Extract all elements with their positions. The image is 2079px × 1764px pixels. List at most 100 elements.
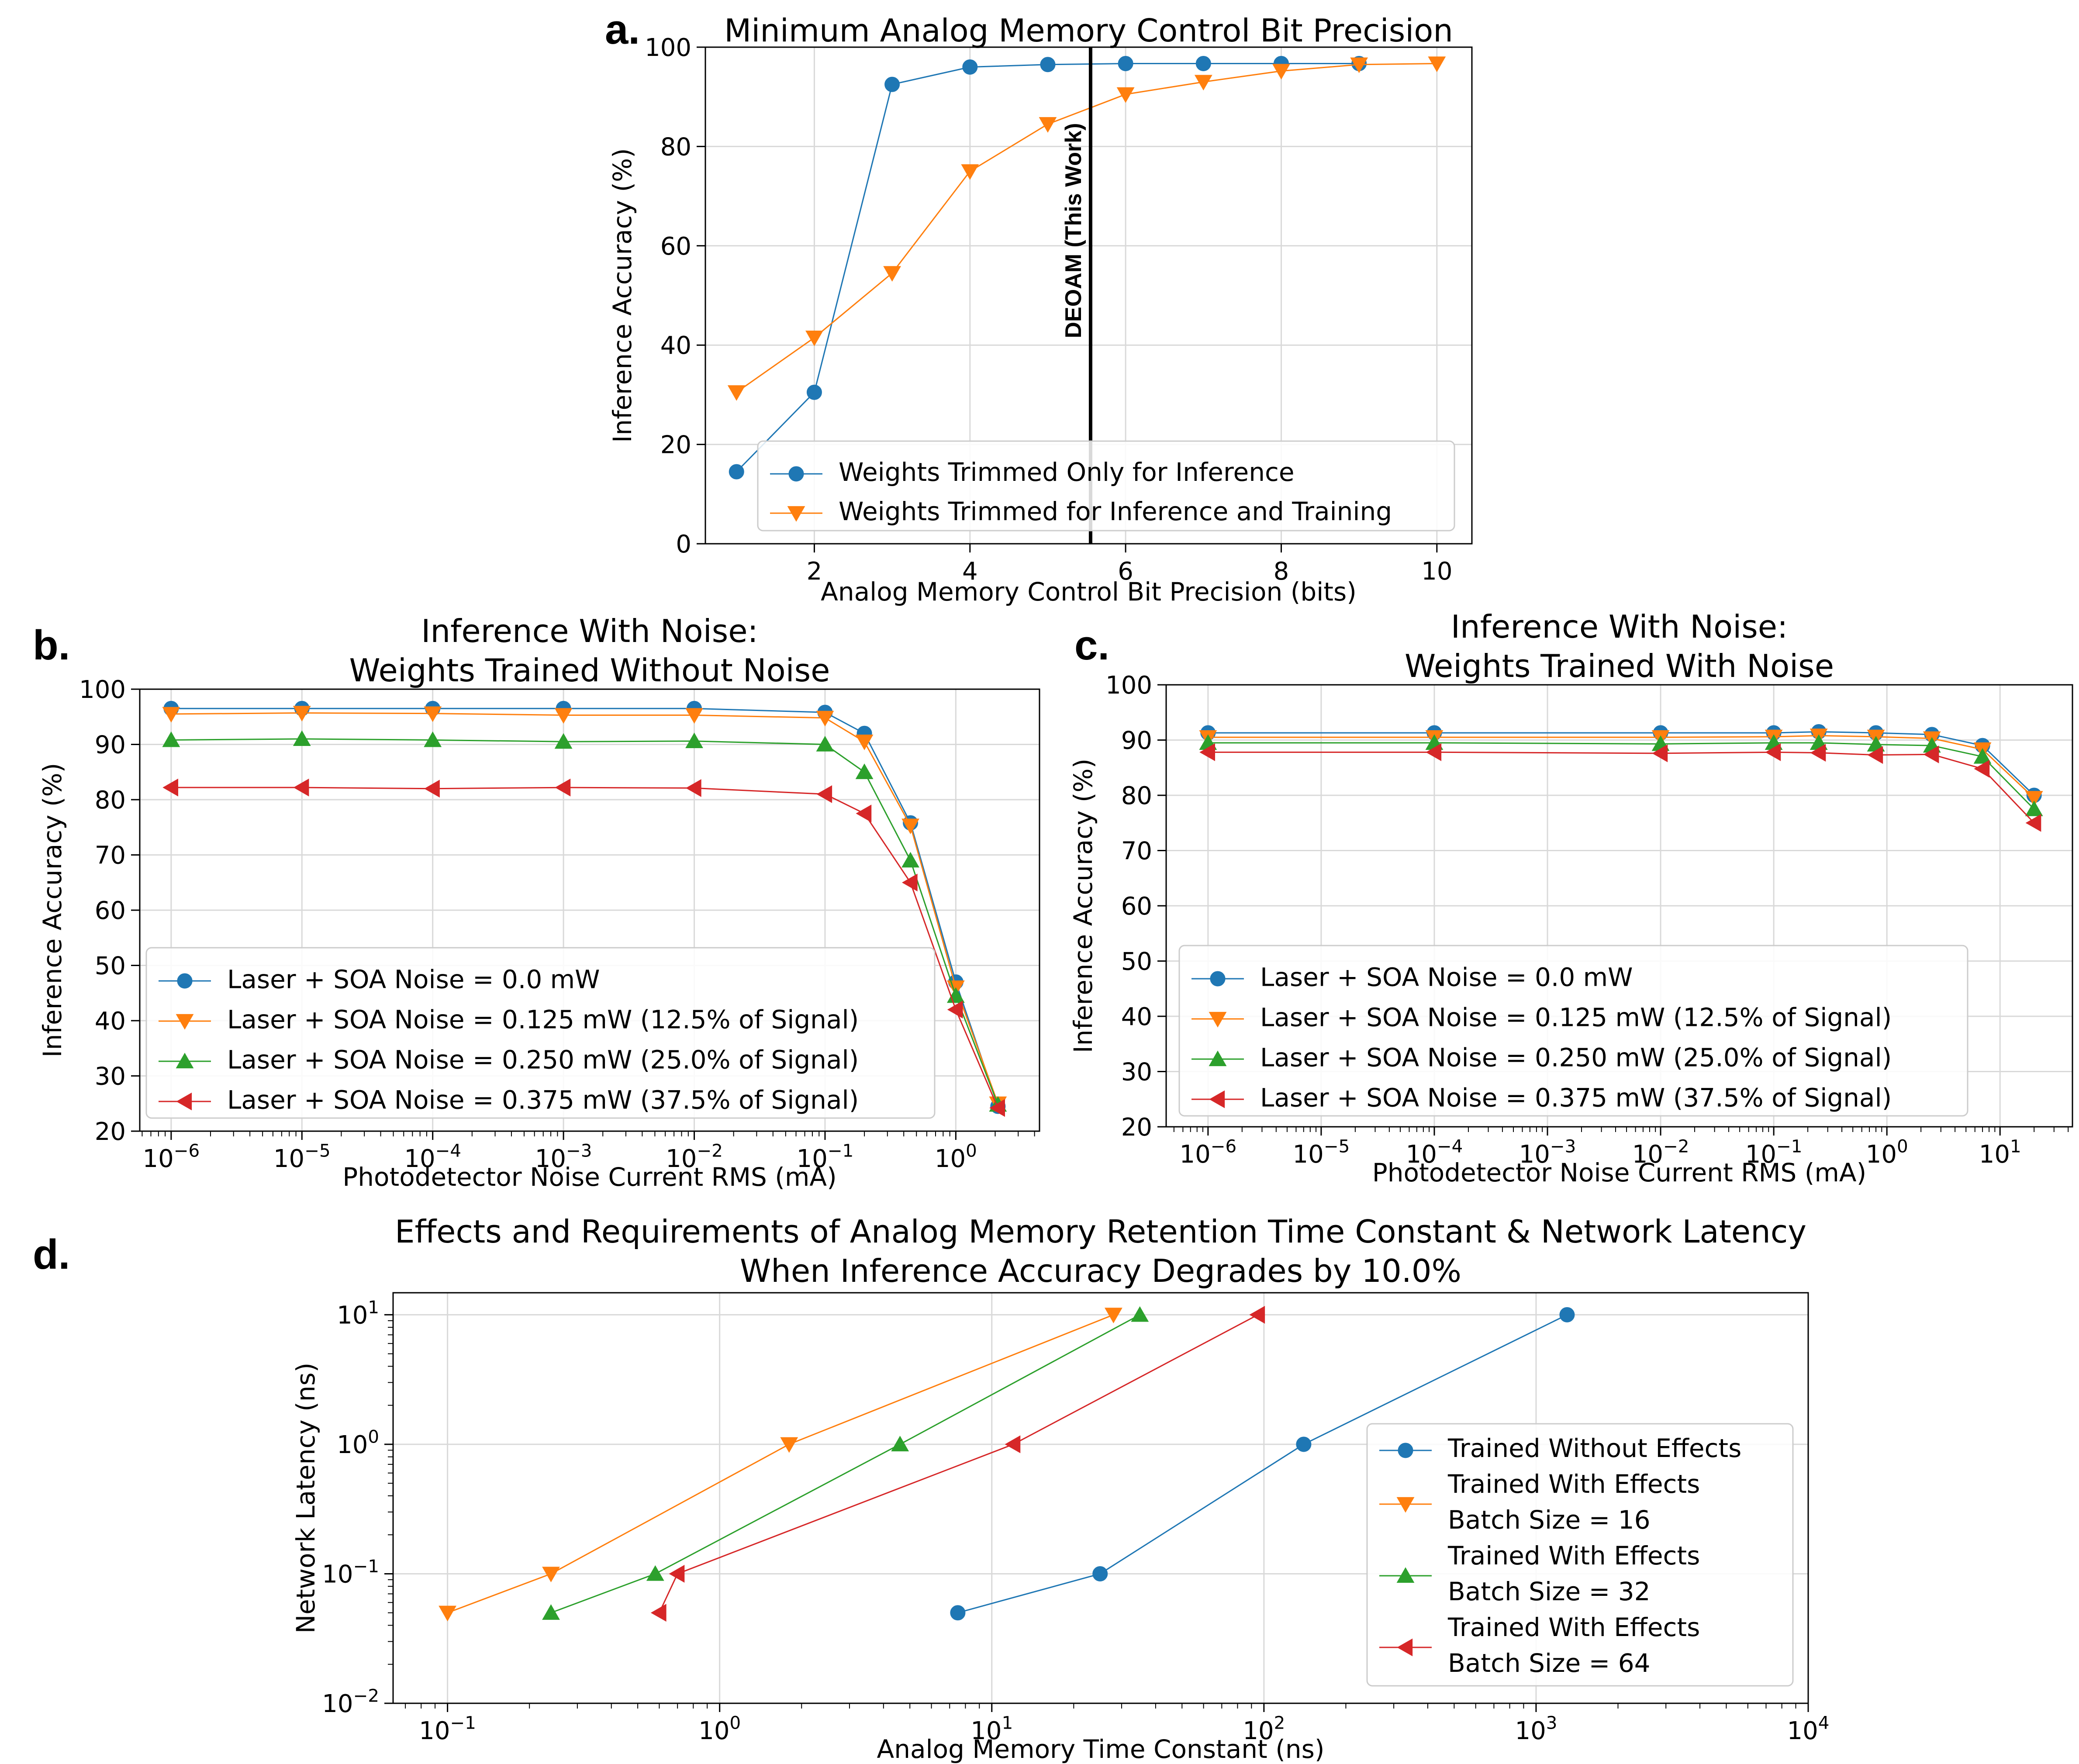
x-axis-label: Photodetector Noise Current RMS (mA) bbox=[342, 1162, 836, 1192]
data-point-red bbox=[1810, 744, 1826, 762]
data-point-green bbox=[891, 1436, 909, 1452]
x-tick-label: 10−5 bbox=[1293, 1136, 1350, 1169]
data-point-orange bbox=[542, 1567, 560, 1583]
y-tick-label: 40 bbox=[660, 331, 691, 360]
data-point-red bbox=[856, 804, 872, 823]
this-work-label: DEOAM (This Work) bbox=[1061, 123, 1086, 338]
legend-marker-orange bbox=[1396, 1497, 1415, 1513]
data-point-blue bbox=[1092, 1566, 1108, 1581]
data-point-green bbox=[2025, 801, 2043, 816]
legend-box bbox=[145, 947, 936, 1119]
y-tick-label: 80 bbox=[660, 133, 691, 161]
data-point-red bbox=[1923, 745, 1939, 763]
legend: Laser + SOA Noise = 0.0 mW Laser + SOA No… bbox=[1178, 945, 1968, 1117]
y-tick-label: 100 bbox=[645, 34, 691, 62]
legend: Laser + SOA Noise = 0.0 mW Laser + SOA No… bbox=[145, 947, 936, 1119]
data-point-green bbox=[946, 987, 965, 1003]
legend-label: Batch Size = 64 bbox=[1448, 1648, 1651, 1678]
x-tick-label: 6 bbox=[1118, 557, 1133, 586]
data-point-orange bbox=[1039, 117, 1057, 133]
data-point-red bbox=[1974, 759, 1990, 778]
legend-label: Laser + SOA Noise = 0.0 mW bbox=[1260, 963, 1633, 992]
legend-marker-blue bbox=[1398, 1443, 1413, 1458]
chart-title: Weights Trained Without Noise bbox=[349, 652, 830, 689]
x-tick-label: 100 bbox=[698, 1712, 741, 1745]
x-tick-label: 8 bbox=[1274, 557, 1289, 586]
y-tick-label: 50 bbox=[1121, 948, 1152, 976]
legend-marker-blue bbox=[1210, 971, 1226, 987]
data-point-orange bbox=[2025, 791, 2043, 807]
data-point-blue bbox=[1040, 57, 1056, 72]
legend-label: Trained With Effects bbox=[1447, 1612, 1700, 1642]
data-point-red bbox=[293, 778, 309, 797]
x-tick-label: 10−3 bbox=[1519, 1136, 1576, 1169]
data-point-red bbox=[1249, 1305, 1265, 1324]
series-line-red bbox=[171, 787, 999, 1108]
y-tick-label: 100 bbox=[79, 676, 126, 704]
series-line-blue bbox=[957, 1314, 1568, 1614]
data-point-green bbox=[1973, 748, 1992, 764]
data-point-orange bbox=[901, 818, 919, 835]
data-point-green bbox=[901, 852, 919, 868]
x-tick-label: 10−5 bbox=[273, 1140, 331, 1173]
data-point-orange bbox=[1428, 56, 1446, 72]
legend-label: Laser + SOA Noise = 0.0 mW bbox=[227, 965, 600, 994]
x-tick-label: 10−1 bbox=[797, 1140, 854, 1173]
x-tick-label: 4 bbox=[962, 557, 978, 586]
data-point-blue bbox=[1118, 56, 1133, 72]
data-point-red bbox=[989, 1099, 1005, 1117]
y-tick-label: 20 bbox=[660, 431, 691, 459]
legend-marker-blue bbox=[177, 973, 193, 989]
data-point-green bbox=[685, 732, 703, 749]
series-line-orange bbox=[171, 712, 999, 1104]
chart-title: Inference With Noise: bbox=[1451, 608, 1788, 645]
y-tick-label: 80 bbox=[95, 786, 126, 815]
data-point-orange bbox=[855, 735, 874, 750]
legend-marker-orange bbox=[787, 506, 805, 522]
data-point-orange bbox=[727, 385, 746, 401]
x-tick-label: 103 bbox=[1515, 1712, 1557, 1745]
panel-letter: a. bbox=[605, 6, 640, 53]
legend-label: Batch Size = 32 bbox=[1448, 1577, 1651, 1606]
series-layer bbox=[162, 701, 1007, 1117]
data-point-red bbox=[555, 778, 571, 797]
x-tick-label: 101 bbox=[1979, 1136, 2021, 1169]
x-tick-label: 10−1 bbox=[419, 1712, 476, 1745]
legend-label: Laser + SOA Noise = 0.125 mW (12.5% of S… bbox=[227, 1005, 859, 1035]
data-point-orange bbox=[961, 164, 979, 180]
chart-panel-c: 10−6 10−5 10−4 10−3 10−2 10−1 100 101 20 30 40 50 60… bbox=[1068, 608, 2073, 1188]
data-point-green bbox=[816, 735, 834, 752]
chart-title: Minimum Analog Memory Control Bit Precis… bbox=[724, 12, 1453, 49]
series-layer bbox=[727, 56, 1446, 480]
x-tick-label: 10−2 bbox=[666, 1140, 723, 1173]
x-tick-label: 10−1 bbox=[1745, 1136, 1803, 1169]
data-point-orange bbox=[1116, 87, 1135, 103]
y-tick-label: 90 bbox=[95, 731, 126, 759]
y-tick-label: 80 bbox=[1121, 782, 1152, 810]
plot-frame bbox=[392, 1292, 1809, 1704]
data-point-orange bbox=[554, 708, 573, 724]
x-tick-label: 2 bbox=[807, 557, 822, 586]
x-tick-label: 10 bbox=[1421, 557, 1452, 586]
legend-marker-green bbox=[1396, 1567, 1415, 1583]
data-point-red bbox=[1765, 743, 1781, 761]
legend-marker-red bbox=[176, 1092, 192, 1111]
series-line-blue bbox=[1208, 731, 2035, 796]
data-point-orange bbox=[1272, 64, 1290, 80]
data-point-green bbox=[542, 1604, 560, 1620]
data-point-orange bbox=[1350, 57, 1368, 73]
legend-box bbox=[1178, 945, 1968, 1117]
data-point-blue bbox=[729, 464, 744, 480]
y-tick-label: 60 bbox=[95, 897, 126, 925]
data-point-red bbox=[1867, 746, 1883, 764]
legend-label: Laser + SOA Noise = 0.250 mW (25.0% of S… bbox=[227, 1045, 859, 1075]
y-axis-label: Network Latency (ns) bbox=[291, 1363, 321, 1634]
x-tick-label: 10−6 bbox=[143, 1140, 200, 1173]
series-line-blue bbox=[171, 708, 999, 1107]
series-line-orange bbox=[447, 1314, 1114, 1614]
legend-marker-orange bbox=[176, 1014, 194, 1030]
data-point-green bbox=[646, 1565, 664, 1581]
legend-label: Laser + SOA Noise = 0.375 mW (37.5% of S… bbox=[227, 1085, 859, 1115]
